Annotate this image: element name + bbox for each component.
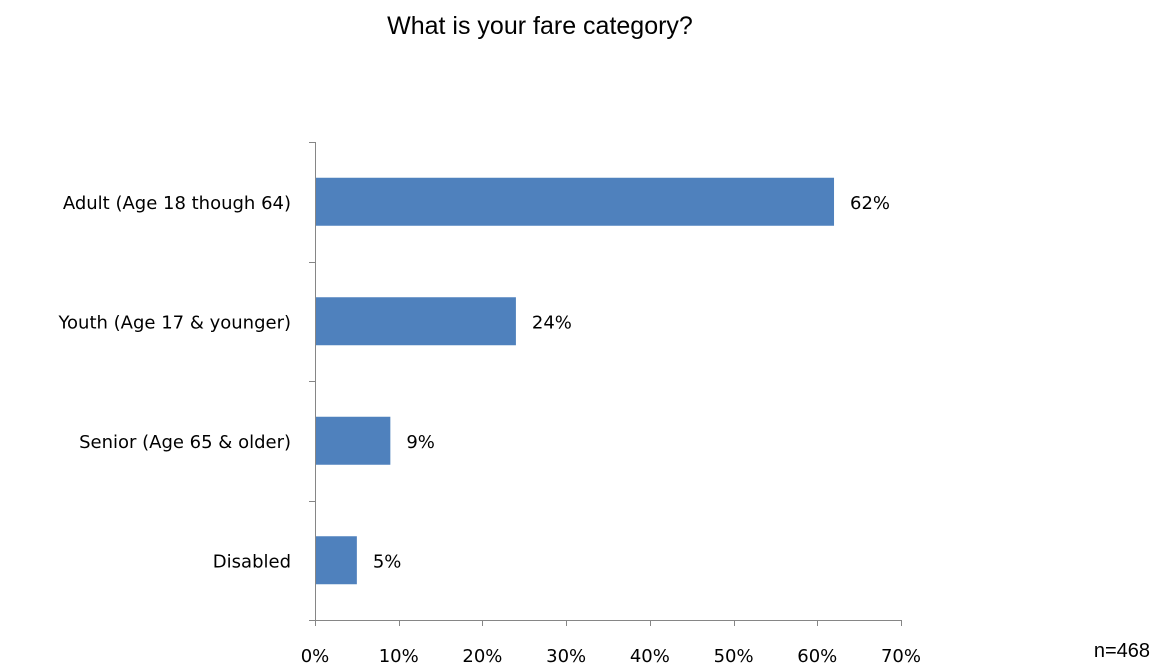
x-tick-label: 10% [379,646,419,667]
sample-size-note: n=468 [1094,640,1150,662]
category-label: Youth (Age 17 & younger) [57,312,291,333]
category-label: Senior (Age 65 & older) [79,432,291,453]
chart-title: What is your fare category? [387,12,693,40]
bar [315,177,835,226]
bar [315,297,516,346]
data-label: 62% [850,193,890,214]
x-tick-label: 50% [714,646,754,667]
category-label: Adult (Age 18 though 64) [63,193,291,214]
x-tick-label: 70% [881,646,921,667]
bar [315,416,391,465]
plot-area: Adult (Age 18 though 64) 62% Youth (Age 17… [57,142,921,667]
x-tick-label: 20% [462,646,502,667]
data-label: 9% [406,432,435,453]
category-label: Disabled [213,551,291,572]
bar [315,536,357,585]
data-label: 5% [373,551,402,572]
x-tick-label: 60% [797,646,837,667]
x-tick-label: 30% [546,646,586,667]
data-label: 24% [532,312,572,333]
x-tick-label: 0% [301,646,330,667]
x-tick-label: 40% [630,646,670,667]
